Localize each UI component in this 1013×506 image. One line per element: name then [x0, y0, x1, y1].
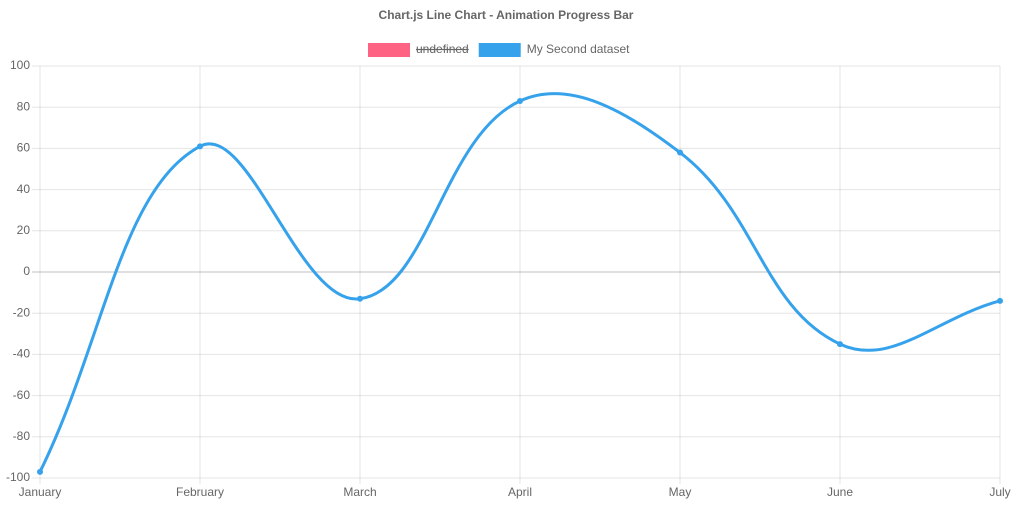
x-tick-label: January	[19, 485, 62, 499]
y-tick-label: -20	[13, 305, 31, 319]
x-tick-label: June	[827, 485, 853, 499]
y-tick-label: -100	[6, 470, 30, 484]
legend-label[interactable]: My Second dataset	[527, 42, 630, 56]
y-tick-label: 60	[17, 141, 31, 155]
x-tick-label: April	[508, 485, 532, 499]
legend-swatch[interactable]	[478, 43, 521, 57]
line	[38, 92, 1001, 473]
x-tick-label: May	[669, 485, 692, 499]
point	[517, 98, 523, 105]
y-tick-label: 40	[17, 182, 31, 196]
point	[197, 143, 203, 150]
point	[37, 468, 43, 475]
point	[997, 297, 1003, 304]
x-tick-label: July	[989, 485, 1010, 499]
x-tick-label: February	[176, 485, 224, 499]
point	[837, 341, 843, 348]
y-tick-label: 100	[10, 58, 30, 72]
y-tick-label: 80	[17, 99, 31, 113]
y-tick-label: -40	[13, 347, 31, 361]
y-tick-label: -80	[13, 429, 31, 443]
legend-swatch[interactable]	[368, 43, 410, 57]
y-tick-label: 0	[23, 264, 30, 278]
x-tick-label: March	[343, 485, 376, 499]
chart-title: Chart.js Line Chart - Animation Progress…	[379, 8, 634, 22]
y-tick-label: 20	[17, 223, 31, 237]
point	[677, 149, 683, 156]
point	[357, 295, 363, 302]
legend-label[interactable]: undefined	[416, 42, 469, 56]
y-tick-label: -60	[13, 388, 31, 402]
